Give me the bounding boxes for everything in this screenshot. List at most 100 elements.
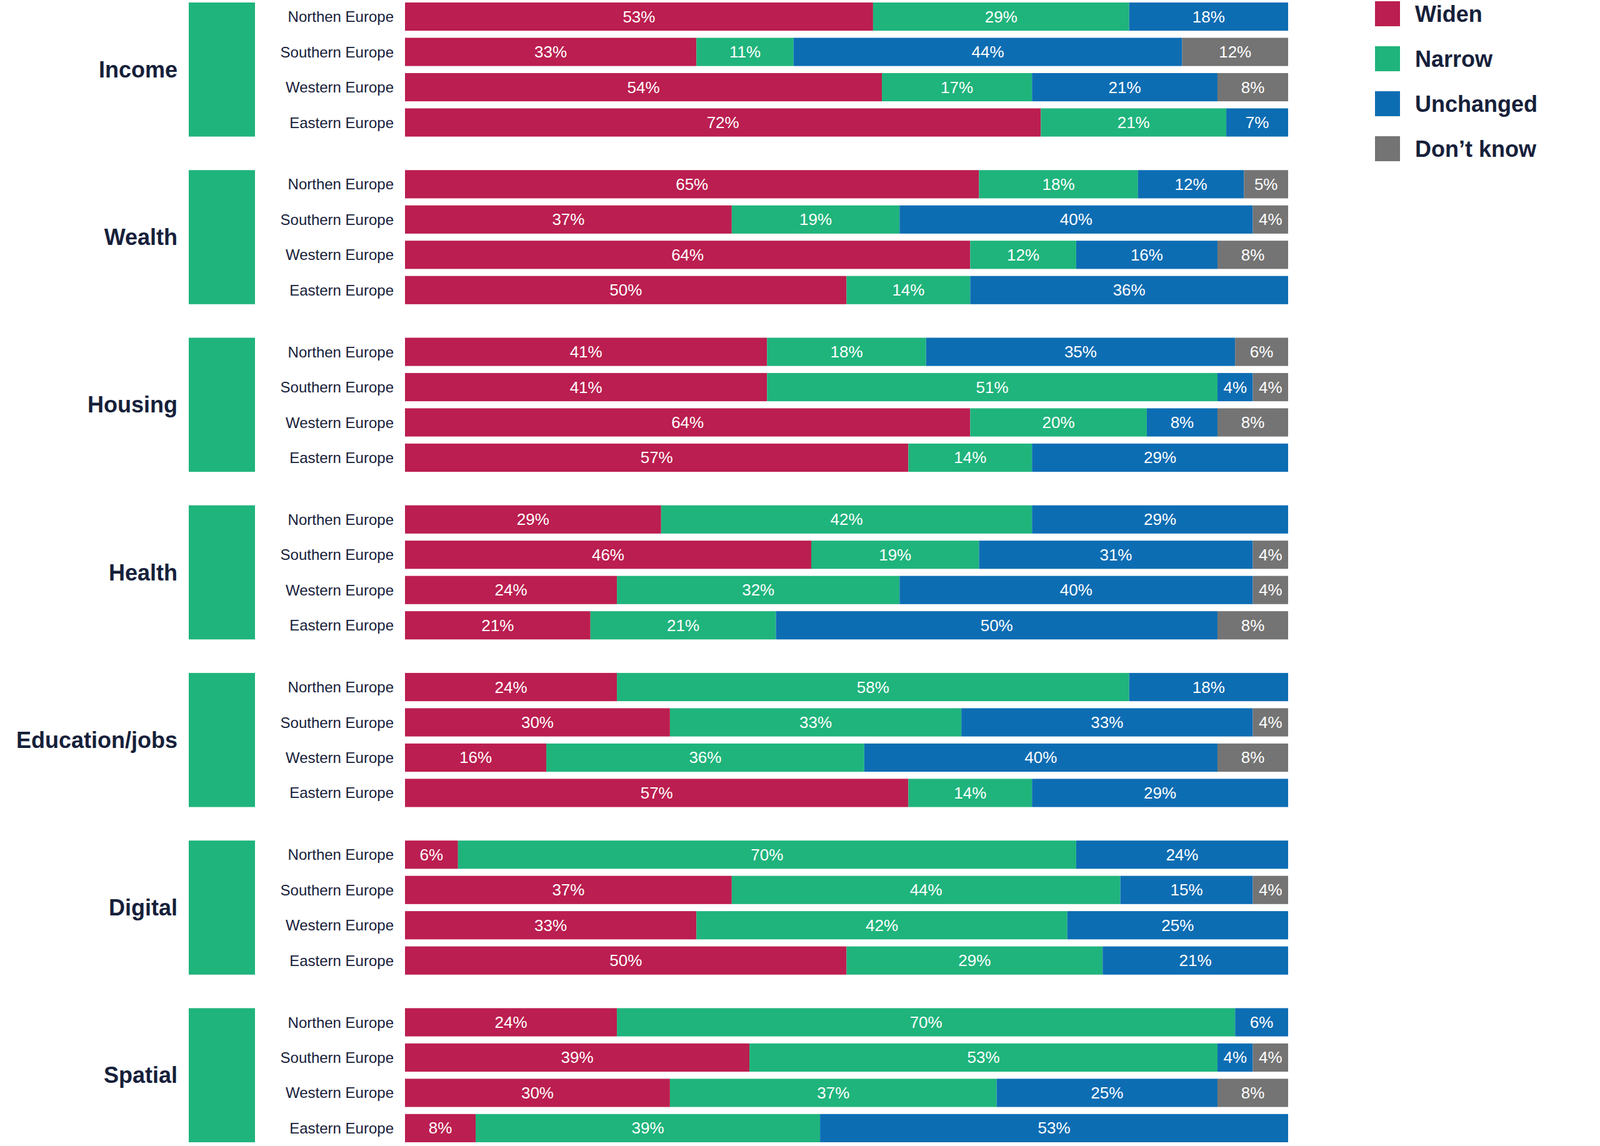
data-labels: 53%33%54%72%65%37%64%50%41%41%64%57%29%4… (420, 7, 1283, 1139)
data-label: 29% (516, 510, 550, 529)
bar-segment (881, 73, 1032, 102)
data-label: 41% (570, 342, 603, 362)
category-label: Eastern Europe (289, 784, 394, 802)
data-label: 21% (1108, 78, 1142, 97)
data-label: 31% (1099, 545, 1132, 565)
data-label: 15% (1170, 880, 1203, 900)
data-label: 57% (640, 448, 674, 467)
data-label: 40% (1060, 210, 1093, 229)
data-label: 14% (891, 280, 925, 300)
category-label: Northen Europe (288, 8, 394, 25)
data-label: 12% (1006, 245, 1040, 265)
bar-segment (405, 170, 979, 199)
data-label: 21% (666, 616, 700, 635)
bar-segment (1076, 240, 1218, 269)
bars (405, 2, 1289, 1143)
legend: WidenNarrowUnchangedDon’t know (1375, 1, 1538, 162)
data-label: 8% (1241, 616, 1265, 635)
bar-segment (793, 37, 1183, 66)
group-title: Housing (87, 391, 178, 418)
bar-segment (1252, 205, 1289, 234)
category-label: Western Europe (285, 246, 394, 264)
category-label: Northen Europe (288, 175, 394, 193)
bar-segment (1031, 443, 1289, 472)
data-label: 21% (1117, 113, 1150, 132)
bar-segment (405, 443, 909, 472)
bar-segment (1040, 108, 1227, 137)
bar-segment (978, 540, 1253, 569)
category-label: Northen Europe (288, 1014, 394, 1032)
legend-label: Widen (1415, 1, 1483, 27)
bar-segment (590, 611, 777, 640)
data-label: 24% (495, 678, 528, 697)
bar-segment (961, 708, 1253, 737)
data-label: 30% (521, 713, 554, 732)
bar-segment (405, 337, 767, 366)
data-label: 51% (976, 378, 1009, 397)
category-label: Southern Europe (280, 881, 394, 899)
bar-segment (405, 108, 1041, 137)
bar-segment (775, 611, 1218, 640)
bar-segment (731, 876, 1121, 905)
bar-segment (1252, 708, 1289, 737)
bar-segment (405, 276, 847, 305)
data-label: 14% (953, 783, 987, 803)
data-label: 37% (551, 880, 585, 900)
bar-segment (846, 946, 1104, 975)
bar-segment (978, 170, 1138, 199)
data-label: 21% (1179, 951, 1212, 970)
bar-segment (458, 840, 1077, 869)
data-label: 29% (985, 7, 1018, 27)
bar-segment (616, 673, 1130, 702)
legend-swatch (1375, 46, 1400, 72)
bar-segment (864, 743, 1218, 772)
bar-segment (616, 576, 900, 605)
data-label: 6% (1250, 342, 1274, 362)
data-label: 42% (865, 916, 899, 935)
data-label: 4% (1258, 580, 1283, 600)
icon-box (188, 337, 255, 472)
data-label: 50% (609, 280, 642, 300)
data-label: 4% (1258, 210, 1283, 229)
bar-segment (405, 205, 732, 234)
icon-box (188, 1008, 255, 1143)
bar-segment (908, 443, 1032, 472)
data-label: 50% (609, 951, 642, 970)
bar-segment (405, 1078, 670, 1107)
bar-segment (1217, 743, 1289, 772)
data-label: 4% (1223, 378, 1247, 397)
data-label: 64% (671, 245, 704, 265)
bar-segment (1217, 240, 1289, 269)
category-label: Eastern Europe (289, 281, 394, 299)
data-label: 46% (591, 545, 625, 565)
category-label: Western Europe (285, 749, 394, 767)
bar-segment (1252, 373, 1289, 402)
bar-segment (1235, 1008, 1289, 1037)
data-label: 5% (1254, 175, 1279, 194)
bar-segment (1217, 73, 1289, 102)
data-label: 14% (953, 448, 987, 467)
data-label: 29% (1143, 783, 1177, 803)
group-title: Income (98, 56, 178, 83)
data-label: 24% (495, 580, 528, 600)
data-label: 8% (428, 1118, 453, 1138)
group-titles: IncomeWealthHousingHealthEducation/jobsD… (16, 56, 178, 1089)
data-label: 20% (1042, 413, 1075, 432)
category-label: Northen Europe (288, 846, 394, 864)
category-label: Southern Europe (280, 714, 394, 732)
chart: 53%33%54%72%65%37%64%50%41%41%64%57%29%4… (0, 0, 1600, 1146)
legend-swatch (1375, 136, 1400, 162)
category-label: Eastern Europe (289, 952, 394, 970)
data-label: 53% (966, 1048, 1000, 1067)
bar-segment (766, 373, 1218, 402)
data-label: 8% (1241, 78, 1265, 97)
bar-segment (1138, 170, 1245, 199)
category-labels: Northen Europe Southern Europe Western Eur… (280, 8, 394, 1137)
bar-segment (405, 540, 812, 569)
data-label: 29% (1143, 448, 1177, 467)
bar-segment (1217, 373, 1254, 402)
data-label: 11% (729, 42, 761, 62)
legend-label: Narrow (1415, 46, 1494, 72)
data-label: 19% (799, 210, 832, 229)
data-label: 58% (856, 678, 890, 697)
